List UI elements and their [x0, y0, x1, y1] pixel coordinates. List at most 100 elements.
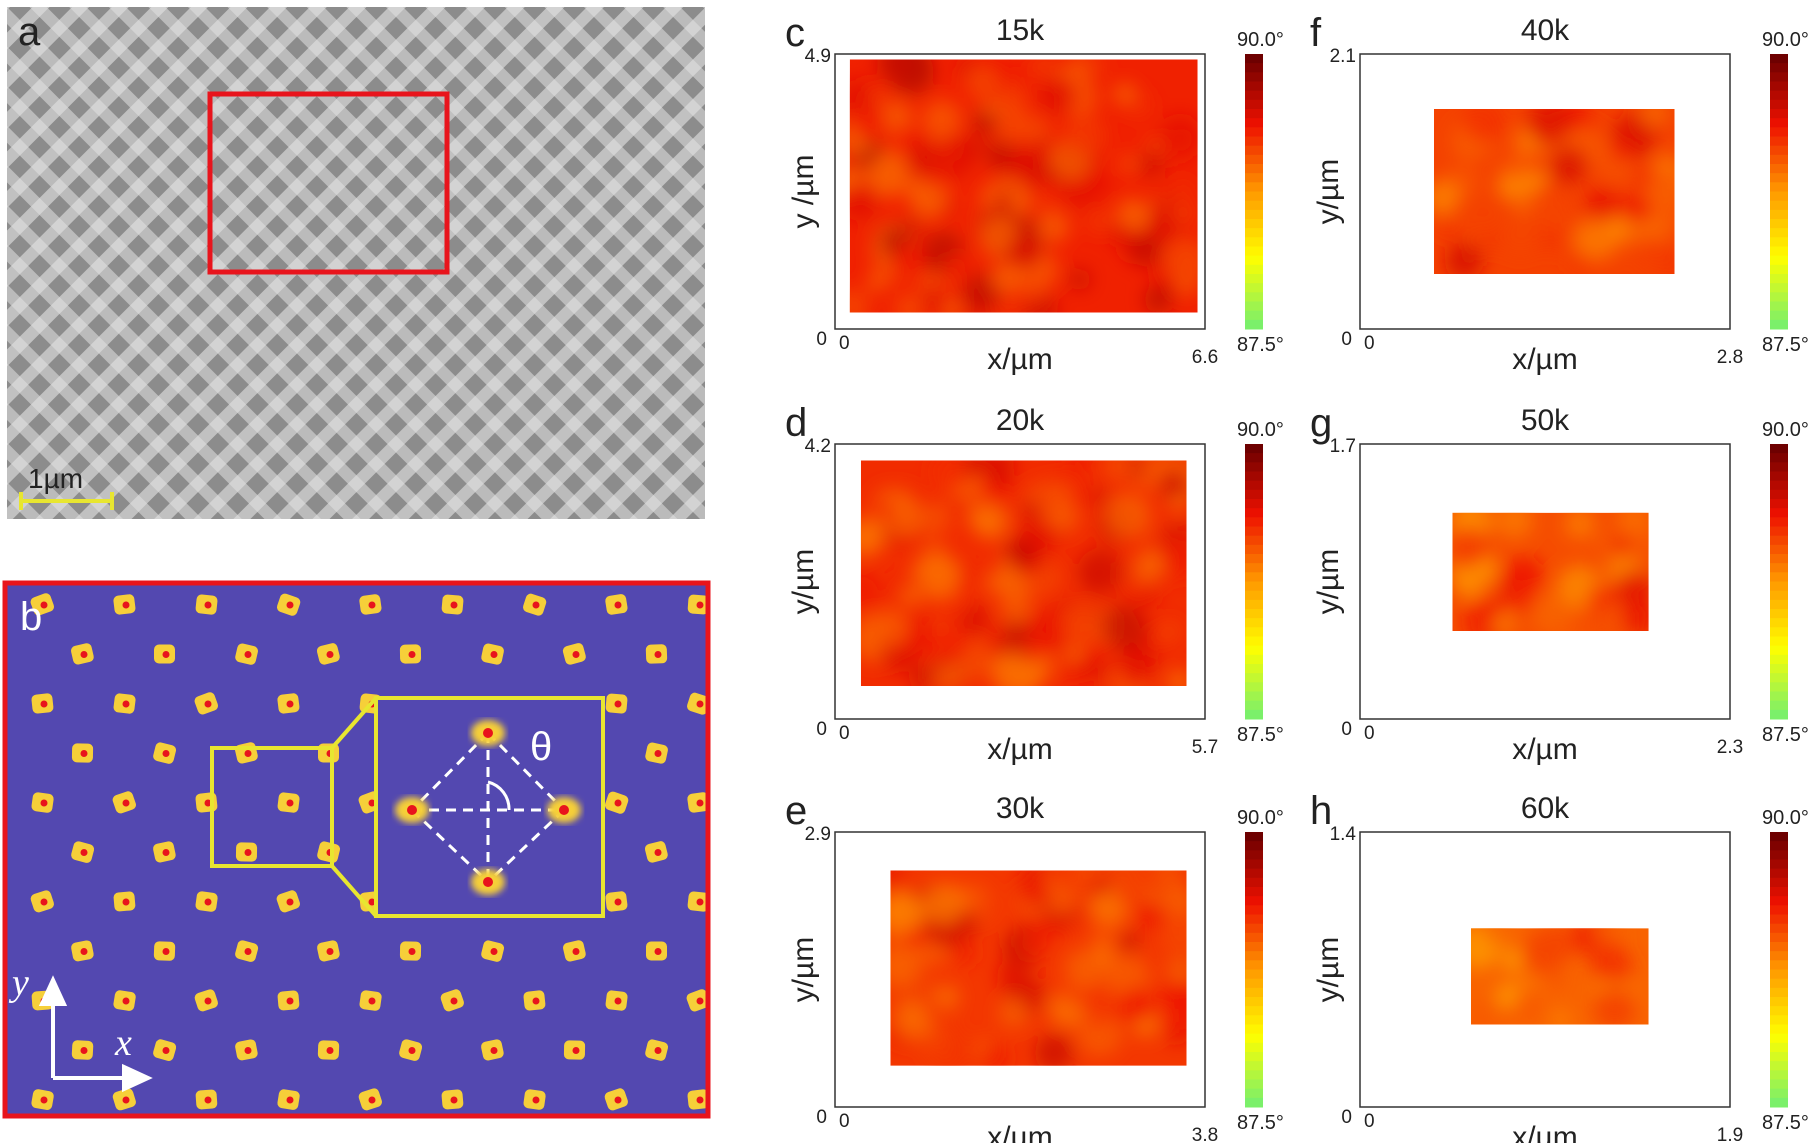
- spot: [30, 890, 54, 913]
- lattice-line: [410, 731, 490, 812]
- x-axis-label: x/µm: [987, 1121, 1053, 1143]
- spot: [276, 593, 301, 616]
- spot: [481, 1039, 504, 1061]
- inset-spot: [471, 720, 505, 746]
- spot: [154, 644, 175, 664]
- origin-tick: 0: [816, 329, 827, 350]
- spot: [235, 842, 258, 862]
- angle-heatmap: [860, 460, 1187, 686]
- map-panel-d: d 20k 4.2 0 0 5.7 x/µm y/µm 90.0° 87.5°: [785, 401, 1284, 766]
- spot: [440, 989, 464, 1012]
- spot: [277, 693, 300, 714]
- colorbar: [1770, 444, 1788, 720]
- panel-label-h: h: [1310, 789, 1332, 833]
- axis-x-label: x: [114, 1022, 132, 1064]
- spot: [71, 841, 95, 863]
- spot: [195, 1089, 218, 1110]
- y-axis-label: y/µm: [1312, 549, 1345, 615]
- inset-spot: [547, 797, 581, 823]
- y-axis-label: y/µm: [787, 549, 820, 615]
- y-axis-label: y/µm: [1312, 159, 1345, 225]
- x-axis-label: x/µm: [1512, 343, 1578, 376]
- y-max-tick: 1.7: [1330, 436, 1356, 457]
- map-frame: [1359, 53, 1731, 330]
- spot: [441, 594, 464, 615]
- y-axis-label: y /µm: [787, 155, 820, 229]
- angle-heatmap: [1471, 928, 1649, 1025]
- spot: [71, 940, 94, 962]
- map-frame: [1359, 831, 1731, 1108]
- map-frame: [834, 443, 1206, 720]
- map-title: 15k: [996, 14, 1045, 47]
- spot: [523, 593, 547, 616]
- spot: [153, 742, 177, 764]
- scale-bar: [19, 492, 114, 510]
- spot: [30, 593, 55, 616]
- panel-label-c: c: [785, 11, 805, 55]
- spot: [195, 792, 218, 813]
- map-title: 40k: [1521, 14, 1570, 47]
- x-origin-tick: 0: [839, 723, 850, 744]
- inset-spot: [471, 869, 505, 895]
- colorbar-max-label: 90.0°: [1237, 29, 1284, 51]
- spot: [235, 940, 259, 962]
- map-panel-c: c 15k 4.9 0 0 6.6 x/µm y /µm 90.0° 87.5°: [785, 11, 1284, 376]
- x-origin-tick: 0: [1364, 333, 1375, 354]
- colorbar-min-label: 87.5°: [1762, 724, 1809, 746]
- axis-arrows: [38, 975, 153, 1093]
- spot: [563, 1040, 586, 1060]
- spot: [317, 1040, 340, 1060]
- spot: [605, 594, 628, 615]
- x-axis-label: x/µm: [1512, 733, 1578, 766]
- spot: [687, 594, 710, 615]
- lattice-line: [486, 808, 566, 884]
- map-panel-g: g 50k 1.7 0 0 2.3 x/µm y/µm 90.0° 87.5°: [1310, 401, 1809, 766]
- x-axis-label: x/µm: [987, 343, 1053, 376]
- spot: [316, 643, 340, 665]
- spot: [194, 989, 218, 1012]
- origin-tick: 0: [1341, 719, 1352, 740]
- spot: [277, 1089, 300, 1110]
- origin-tick: 0: [1341, 1107, 1352, 1128]
- spot: [277, 990, 300, 1011]
- spot: [153, 941, 176, 961]
- spot: [605, 891, 628, 912]
- spot: [31, 693, 54, 714]
- spot: [71, 643, 94, 665]
- spot: [646, 941, 667, 961]
- spot: [153, 1039, 177, 1061]
- spot: [195, 594, 218, 615]
- spot: [359, 990, 382, 1011]
- axis-y-label: y: [8, 962, 29, 1004]
- map-title: 30k: [996, 792, 1045, 825]
- colorbar-min-label: 87.5°: [1237, 1112, 1284, 1134]
- spot: [194, 692, 219, 715]
- spot: [153, 841, 176, 863]
- spot: [563, 940, 586, 962]
- spot: [687, 1089, 710, 1110]
- map-panel-h: h 60k 1.4 0 0 1.9 x/µm y/µm 90.0° 87.5°: [1310, 789, 1809, 1143]
- panel-b: b θ y x: [2, 580, 711, 1119]
- spot: [235, 1039, 258, 1061]
- colorbar-max-label: 90.0°: [1237, 807, 1284, 829]
- lattice-line: [486, 731, 566, 812]
- lattice-line: [410, 808, 490, 884]
- colorbar: [1770, 832, 1788, 1108]
- spot: [605, 990, 628, 1011]
- colorbar: [1770, 54, 1788, 330]
- spot: [276, 890, 300, 913]
- colorbar-min-label: 87.5°: [1762, 1112, 1809, 1134]
- colorbar: [1245, 54, 1263, 330]
- spot: [112, 791, 136, 814]
- angle-arc: [487, 780, 511, 811]
- spot: [687, 792, 710, 813]
- inset-spot: [395, 797, 429, 823]
- spot: [399, 941, 422, 961]
- angle-theta: θ: [530, 725, 552, 769]
- map-title: 50k: [1521, 404, 1570, 437]
- map-frame: [834, 53, 1206, 330]
- map-panel-e: e 30k 2.9 0 0 3.8 x/µm y/µm 90.0° 87.5°: [785, 789, 1284, 1143]
- spot: [645, 644, 668, 664]
- panel-label-d: d: [785, 401, 807, 445]
- y-axis-label: y/µm: [787, 937, 820, 1003]
